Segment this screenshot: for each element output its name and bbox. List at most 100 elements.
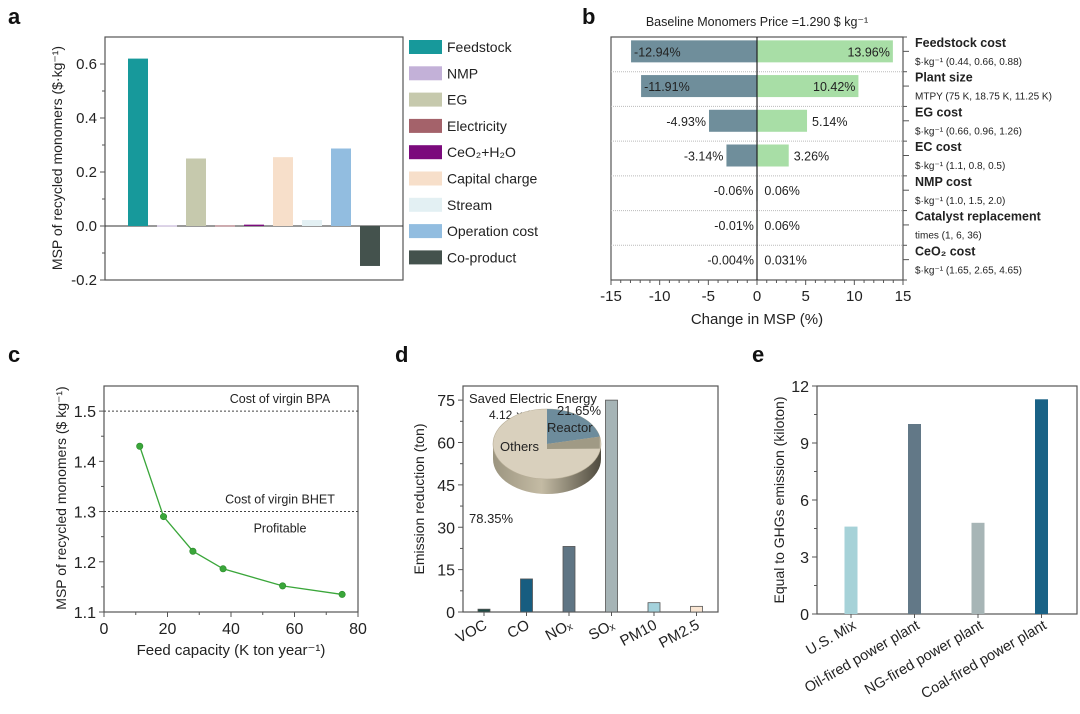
- bar-positive: [757, 109, 808, 132]
- x-tick-label: -10: [649, 288, 671, 305]
- bar-feedstock: [128, 58, 148, 226]
- pie-cut-face: [547, 436, 600, 449]
- y-tick-label: 15: [437, 563, 455, 580]
- y-tick-label: 1.2: [74, 555, 96, 572]
- y-tick-label: 1.3: [74, 505, 96, 522]
- legend-swatch: [409, 118, 442, 133]
- panel-d-ylabel: Emission reduction (ton): [411, 424, 427, 575]
- bar-co-product: [360, 226, 380, 266]
- bar-negative: [709, 109, 757, 132]
- legend-swatch: [409, 224, 442, 239]
- factor-range: $·kg⁻¹ (0.44, 0.66, 0.88): [915, 57, 1022, 68]
- factor-name: NMP cost: [915, 175, 973, 189]
- bar-ng-fired-power-plant: [971, 522, 985, 614]
- bar-label-positive: 0.06%: [764, 219, 799, 233]
- factor-name: EG cost: [915, 105, 963, 119]
- y-tick-label: 30: [437, 520, 455, 537]
- panel-label-e: e: [752, 342, 764, 367]
- legend-swatch: [409, 197, 442, 212]
- bar-positive: [757, 144, 789, 167]
- panel-e-ylabel: Equal to GHGs emission (kiloton): [771, 397, 787, 604]
- bar-nmp: [157, 225, 177, 227]
- bar-label-negative: -3.14%: [684, 150, 724, 164]
- factor-range: $·kg⁻¹ (1.1, 0.8, 0.5): [915, 161, 1005, 172]
- x-tick-label: 60: [286, 621, 304, 638]
- factor-range: $·kg⁻¹ (1.65, 2.65, 4.65): [915, 265, 1022, 276]
- bar-label-positive: 10.42%: [813, 80, 855, 94]
- x-tick-label: PM10: [617, 617, 660, 650]
- y-tick-label: 0: [446, 605, 455, 622]
- y-tick-label: 0.4: [76, 110, 97, 127]
- bar-co: [520, 578, 533, 613]
- bar-label-negative: -11.91%: [644, 80, 690, 94]
- legend-swatch: [409, 40, 442, 54]
- bar-label-negative: -0.01%: [714, 219, 754, 233]
- factor-range: $·kg⁻¹ (1.0, 1.5, 2.0): [915, 196, 1005, 207]
- bar-stream: [302, 220, 322, 226]
- panel-label-a: a: [8, 4, 21, 29]
- y-tick-label: 0: [800, 607, 809, 624]
- legend-swatch: [409, 171, 442, 186]
- x-tick-label: 20: [159, 621, 177, 638]
- bar-label-negative: -12.94%: [634, 45, 681, 59]
- data-point: [136, 442, 144, 450]
- bar-electricity: [215, 225, 235, 227]
- y-tick-label: 3: [800, 550, 809, 567]
- x-tick-label: SOₓ: [586, 616, 618, 644]
- y-tick-label: 0.2: [76, 164, 97, 181]
- pie-value-others: 78.35%: [469, 511, 514, 526]
- series-line: [139, 446, 343, 596]
- bar-no: [562, 546, 576, 613]
- bar-positive: [757, 40, 893, 63]
- pie-side: [493, 444, 601, 494]
- bar-so: [605, 399, 618, 613]
- legend-label: CeO₂+H₂O: [447, 144, 516, 160]
- x-tick-label: -5: [702, 288, 715, 305]
- bar-negative: [641, 75, 757, 98]
- bar-pm10: [647, 602, 661, 613]
- panel-a-chart: -0.2 0.0 0.2 0.4 0.6 Feedstock NMP EG Electrici…: [49, 36, 538, 289]
- y-tick-label: 1.5: [74, 404, 96, 421]
- panel-c-ylabel: MSP of recycled monomers ($ kg⁻¹): [53, 386, 69, 609]
- pie-label-reactor: Reactor: [547, 420, 593, 435]
- y-tick-label: 0.6: [76, 56, 97, 73]
- bar-label-positive: 5.14%: [812, 115, 847, 129]
- panel-b-xlabel: Change in MSP (%): [691, 311, 823, 328]
- y-tick-label: 12: [791, 379, 809, 396]
- x-tick-label: 5: [801, 288, 809, 305]
- y-tick-label: 1.4: [74, 454, 96, 471]
- legend-label: Electricity: [447, 118, 507, 134]
- pie-slice-reactor: [547, 409, 600, 444]
- x-tick-label: PM2.5: [656, 617, 702, 652]
- bar-ceo-h-o: [244, 224, 264, 226]
- y-tick-label: 0.0: [76, 218, 97, 235]
- legend-label: EG: [447, 92, 467, 108]
- data-point: [219, 565, 227, 573]
- data-point: [189, 547, 197, 555]
- data-point: [160, 513, 168, 521]
- factor-name: EC cost: [915, 140, 962, 154]
- x-tick-label: 10: [846, 288, 863, 305]
- y-tick-label: 9: [800, 436, 809, 453]
- y-tick-label: 1.1: [74, 605, 96, 622]
- legend-label: Operation cost: [447, 223, 538, 239]
- legend-label: Capital charge: [447, 171, 537, 187]
- bar-negative: [726, 144, 757, 167]
- pie-title: Saved Electric Energy: [469, 391, 597, 406]
- x-tick-label: 80: [349, 621, 367, 638]
- legend-label: Co-product: [447, 249, 516, 265]
- legend-label: Feedstock: [447, 39, 513, 55]
- factor-name: Catalyst replacement: [915, 210, 1042, 224]
- bar-pm25: [690, 605, 703, 613]
- panel-a-ylabel: MSP of recycled monomers ($·kg⁻¹): [49, 46, 65, 270]
- profitable-annotation: Profitable: [254, 522, 307, 536]
- y-tick-label: 45: [437, 478, 455, 495]
- y-tick-label: 60: [437, 436, 455, 453]
- reference-label: Cost of virgin BPA: [230, 392, 331, 406]
- data-point: [338, 590, 346, 598]
- y-tick-label: 6: [800, 493, 809, 510]
- data-point: [279, 582, 287, 590]
